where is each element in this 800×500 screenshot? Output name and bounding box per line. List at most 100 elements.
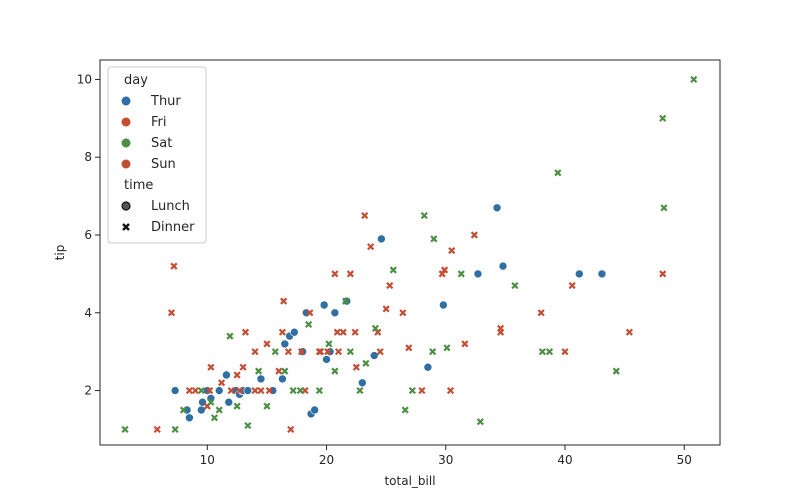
point-sun-dinner-8 bbox=[278, 328, 287, 336]
point-fri-dinner-0 bbox=[153, 425, 161, 434]
point-sat-dinner-2 bbox=[179, 406, 188, 414]
point-thur-lunch-30 bbox=[358, 378, 367, 388]
point-thur-lunch-20 bbox=[290, 327, 299, 337]
legend-marker-lunch bbox=[121, 201, 131, 211]
point-sat-dinner-6 bbox=[215, 406, 223, 414]
point-sat-dinner-10 bbox=[254, 367, 263, 375]
point-sat-dinner-11 bbox=[263, 402, 271, 410]
point-sun-dinner-22 bbox=[446, 386, 455, 395]
point-fri-dinner-22 bbox=[382, 305, 390, 313]
point-sun-dinner-13 bbox=[324, 348, 332, 356]
point-sun-dinner-2 bbox=[207, 363, 215, 371]
point-sat-dinner-15 bbox=[296, 386, 304, 395]
legend-marker-sun bbox=[121, 159, 131, 169]
point-sun-dinner-10 bbox=[297, 348, 306, 356]
point-sun-dinner-5 bbox=[251, 348, 259, 356]
point-fri-dinner-8 bbox=[241, 328, 250, 336]
point-fri-dinner-23 bbox=[399, 309, 407, 317]
point-sat-dinner-25 bbox=[389, 266, 397, 274]
point-fri-dinner-13 bbox=[287, 425, 295, 434]
point-sat-dinner-5 bbox=[210, 414, 219, 422]
point-fri-dinner-31 bbox=[568, 281, 576, 290]
point-sat-dinner-26 bbox=[401, 406, 409, 414]
point-fri-dinner-1 bbox=[170, 262, 178, 270]
y-tick-label-4: 4 bbox=[84, 306, 92, 320]
legend: day Thur Fri Sat Sun time Lunch Dinner bbox=[107, 66, 207, 244]
point-fri-dinner-10 bbox=[263, 340, 271, 348]
x-tick-label-30: 30 bbox=[438, 453, 453, 467]
x-axis-label: total_bill bbox=[384, 474, 435, 488]
point-thur-lunch-36 bbox=[492, 203, 502, 213]
point-sat-dinner-35 bbox=[538, 348, 546, 356]
point-sun-dinner-24 bbox=[561, 348, 569, 356]
point-sun-dinner-14 bbox=[331, 270, 339, 278]
legend-label-sat: Sat bbox=[151, 136, 172, 151]
point-thur-lunch-24 bbox=[310, 405, 319, 415]
point-fri-dinner-26 bbox=[448, 246, 456, 255]
point-thur-lunch-28 bbox=[330, 308, 340, 318]
point-sun-dinner-3 bbox=[227, 386, 235, 395]
point-thur-lunch-8 bbox=[222, 370, 231, 380]
point-sat-dinner-36 bbox=[545, 348, 554, 356]
point-sat-dinner-33 bbox=[476, 418, 484, 426]
point-sun-dinner-4 bbox=[235, 386, 244, 395]
point-fri-dinner-28 bbox=[470, 231, 478, 239]
point-sun-dinner-23 bbox=[497, 328, 505, 336]
point-thur-lunch-17 bbox=[278, 374, 287, 384]
point-thur-lunch-5 bbox=[203, 386, 212, 395]
point-fri-dinner-4 bbox=[206, 386, 214, 395]
point-sat-dinner-3 bbox=[197, 386, 205, 395]
point-sat-dinner-9 bbox=[244, 421, 252, 430]
x-tick-label-50: 50 bbox=[677, 453, 692, 467]
y-tick-label-8: 8 bbox=[84, 150, 92, 164]
axes-layer bbox=[99, 59, 721, 446]
point-thur-lunch-25 bbox=[319, 300, 329, 310]
y-axis-label: tip bbox=[53, 245, 67, 261]
point-fri-dinner-17 bbox=[339, 328, 347, 336]
point-sat-dinner-14 bbox=[289, 386, 297, 395]
point-sun-dinner-6 bbox=[257, 386, 265, 395]
point-thur-lunch-2 bbox=[185, 413, 194, 423]
legend-marker-dinner bbox=[122, 223, 130, 231]
point-sun-dinner-20 bbox=[405, 344, 413, 352]
point-thur-lunch-15 bbox=[256, 374, 266, 384]
point-sat-dinner-39 bbox=[659, 114, 667, 122]
legend-style-title: time bbox=[124, 178, 153, 193]
plot-frame bbox=[99, 59, 721, 446]
y-tick-label-10: 10 bbox=[77, 72, 92, 86]
point-thur-lunch-7 bbox=[214, 386, 224, 395]
point-fri-dinner-2 bbox=[185, 386, 194, 395]
ticks-layer: 10 20 30 40 50 2 4 6 8 10 bbox=[77, 72, 692, 467]
point-fri-dinner-30 bbox=[537, 309, 545, 317]
legend-marker-thur bbox=[121, 96, 131, 106]
point-fri-dinner-16 bbox=[333, 328, 341, 336]
legend-label-sun: Sun bbox=[151, 157, 176, 172]
point-fri-dinner-24 bbox=[418, 386, 426, 395]
point-sat-dinner-38 bbox=[612, 367, 620, 375]
point-fri-dinner-7 bbox=[239, 363, 247, 371]
point-sat-dinner-7 bbox=[226, 332, 234, 340]
point-sat-dinner-12 bbox=[271, 348, 279, 356]
point-fri-dinner-5 bbox=[218, 379, 226, 387]
legend-marker-fri bbox=[121, 117, 131, 127]
point-sat-dinner-20 bbox=[342, 297, 350, 305]
point-sun-dinner-21 bbox=[438, 270, 446, 278]
point-sun-dinner-15 bbox=[334, 348, 343, 356]
point-sat-dinner-27 bbox=[408, 386, 416, 395]
point-thur-lunch-35 bbox=[473, 269, 483, 279]
point-sat-dinner-4 bbox=[207, 398, 215, 406]
legend-marker-sat bbox=[121, 138, 131, 148]
point-sat-dinner-1 bbox=[171, 425, 179, 434]
legend-hue-title: day bbox=[124, 73, 148, 88]
point-fri-dinner-6 bbox=[233, 371, 241, 379]
point-fri-dinner-11 bbox=[275, 367, 283, 375]
point-sun-dinner-1 bbox=[191, 386, 199, 395]
point-thur-lunch-27 bbox=[325, 347, 335, 356]
point-sat-dinner-19 bbox=[331, 367, 339, 375]
legend-label-lunch: Lunch bbox=[151, 199, 190, 214]
point-sat-dinner-31 bbox=[443, 344, 451, 352]
point-sat-dinner-17 bbox=[315, 386, 323, 395]
legend-style-items: Lunch Dinner bbox=[121, 199, 195, 235]
point-fri-dinner-19 bbox=[352, 363, 360, 371]
